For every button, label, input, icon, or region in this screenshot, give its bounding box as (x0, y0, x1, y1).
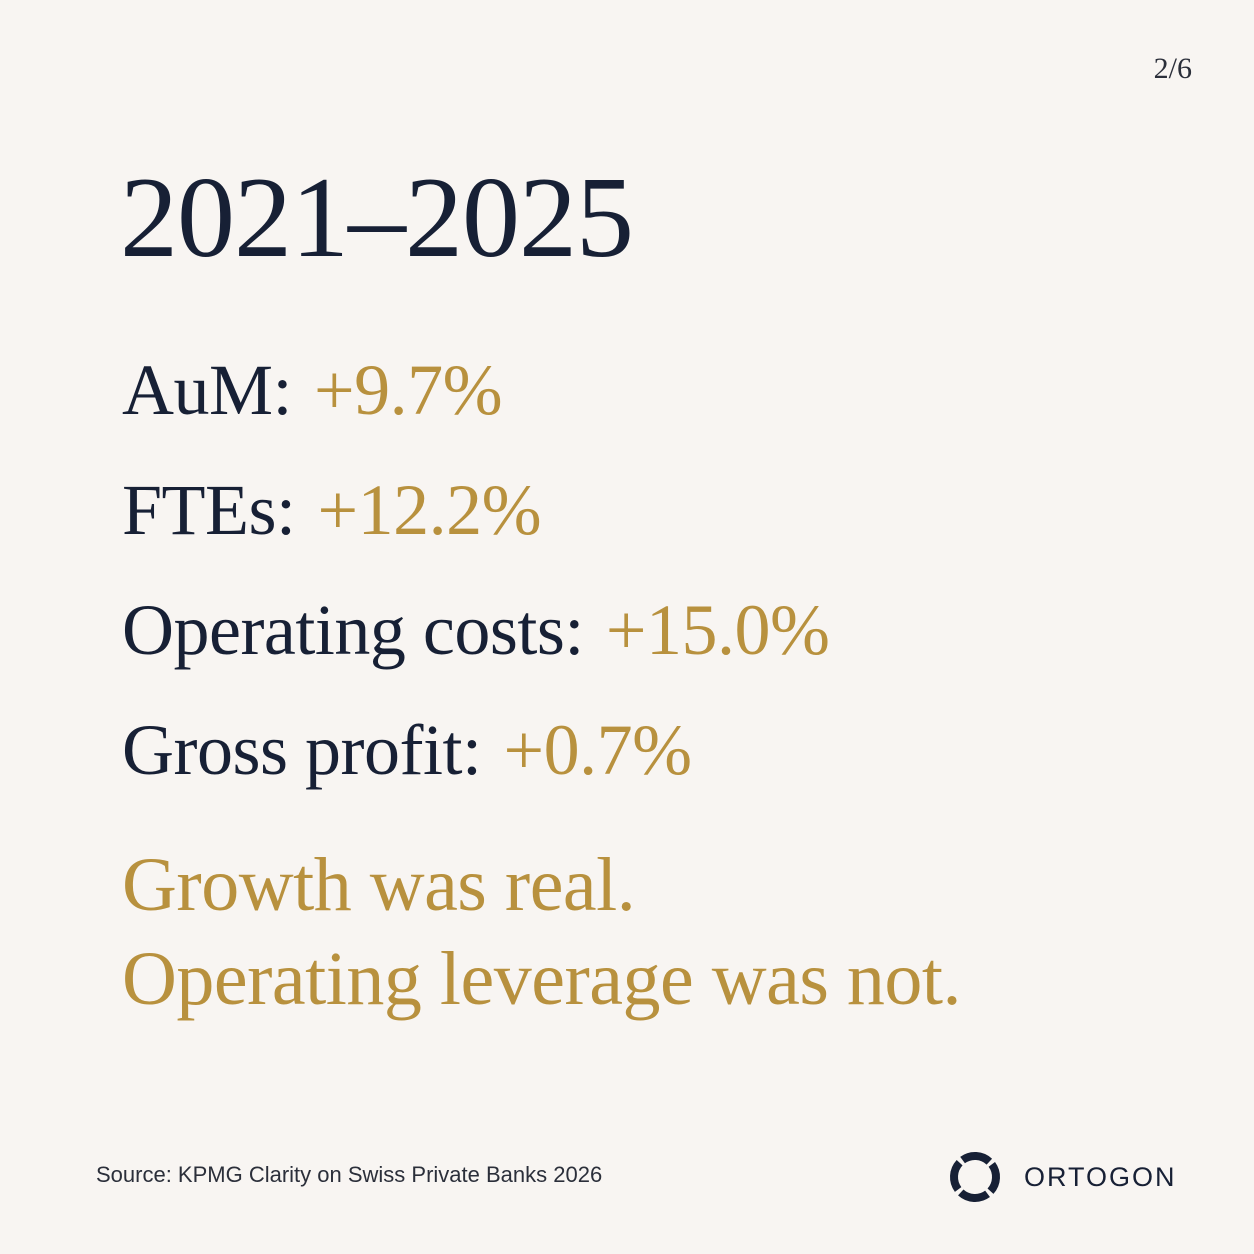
ring-logo-icon (950, 1152, 1000, 1202)
metric-label: Gross profit: (122, 710, 482, 790)
metric-value: +12.2% (317, 470, 542, 550)
metric-value: +9.7% (314, 350, 503, 430)
conclusion-line-1: Growth was real. (122, 843, 636, 927)
metrics-list: AuM: +9.7% FTEs: +12.2% Operating costs: +1… (122, 330, 830, 810)
conclusion-line-2: Operating leverage was not. (122, 937, 962, 1021)
metric-gross-profit: Gross profit: +0.7% (122, 690, 830, 810)
metric-operating-costs: Operating costs: +15.0% (122, 570, 830, 690)
metric-aum: AuM: +9.7% (122, 330, 830, 450)
metric-ftes: FTEs: +12.2% (122, 450, 830, 570)
metric-value: +0.7% (503, 710, 692, 790)
conclusion: Growth was real. Operating leverage was … (122, 838, 962, 1026)
page-indicator: 2/6 (1153, 52, 1192, 85)
source-note: Source: KPMG Clarity on Swiss Private Ba… (96, 1162, 603, 1187)
metric-label: AuM: (122, 350, 293, 430)
metric-label: FTEs: (122, 470, 296, 550)
period-title: 2021–2025 (120, 154, 634, 282)
metric-value: +15.0% (605, 590, 830, 670)
brand-name: ORTOGON (1024, 1161, 1177, 1192)
metric-label: Operating costs: (122, 590, 584, 670)
brand: ORTOGON (946, 1148, 1177, 1206)
